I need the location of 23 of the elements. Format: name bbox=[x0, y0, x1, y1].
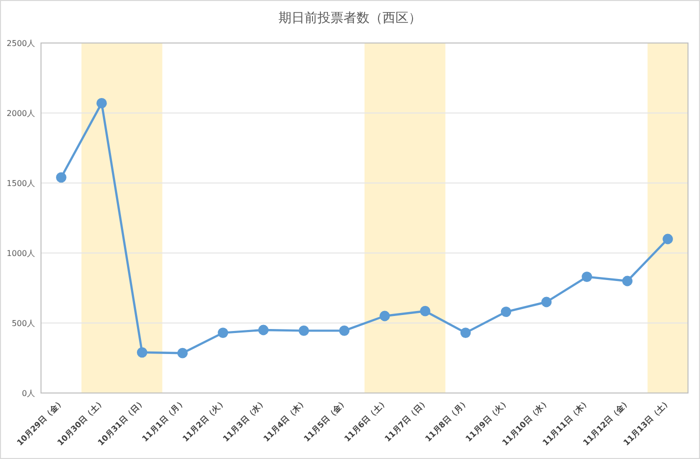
point bbox=[380, 310, 390, 322]
point bbox=[177, 348, 188, 358]
y-tick-label: 0人 bbox=[22, 389, 35, 398]
chart-title: 期日前投票者数（西区） bbox=[278, 11, 422, 26]
y-tick-label: 1000人 bbox=[6, 249, 35, 258]
y-tick-label: 2000人 bbox=[6, 109, 35, 118]
point bbox=[298, 326, 310, 336]
point bbox=[460, 328, 471, 338]
y-tick-label: 2500人 bbox=[6, 39, 35, 48]
point bbox=[339, 326, 350, 336]
point bbox=[96, 98, 107, 108]
y-tick-label: 1500人 bbox=[6, 179, 35, 188]
point bbox=[500, 306, 512, 317]
y-tick-label: 500人 bbox=[12, 319, 35, 328]
point bbox=[56, 172, 66, 183]
point bbox=[218, 328, 228, 338]
point bbox=[136, 347, 148, 358]
point bbox=[541, 296, 552, 308]
point bbox=[662, 234, 673, 244]
point bbox=[420, 306, 430, 316]
point bbox=[258, 324, 269, 336]
point bbox=[622, 276, 633, 286]
point bbox=[582, 272, 592, 282]
